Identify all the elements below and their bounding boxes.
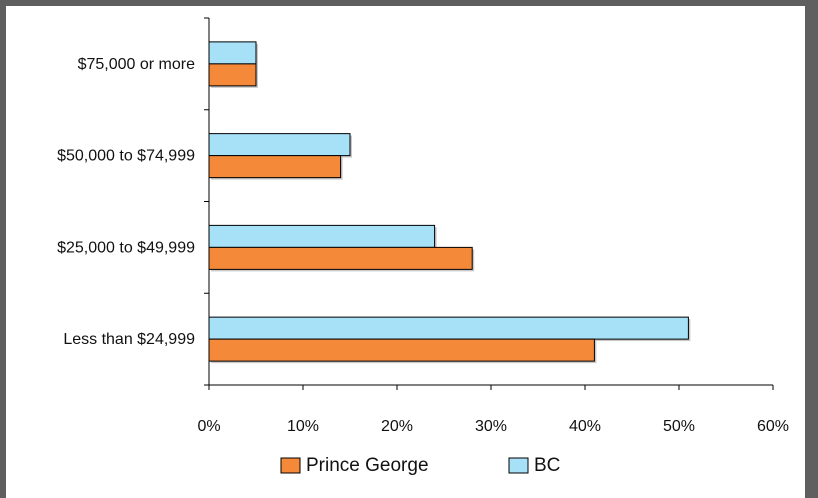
legend-swatch [280,457,301,474]
x-tick-label: 40% [569,418,601,435]
x-tick-label: 10% [287,418,319,435]
bar-prince-george [208,155,342,179]
category-label: $75,000 or more [78,56,196,73]
bar-bc [208,316,689,340]
category-label: $50,000 to $74,999 [57,148,195,165]
bar-prince-george [208,338,595,362]
bar-prince-george [208,246,473,270]
legend-label: Prince George [306,455,429,476]
category-label: Less than $24,999 [63,331,195,348]
x-tick-label: 50% [663,418,695,435]
bar-bc [208,41,257,65]
x-tick-label: 20% [381,418,413,435]
bar-chart: $75,000 or more $50,000 to $74,999 $25,000… [57,17,789,476]
category-label: $25,000 to $49,999 [57,239,195,256]
x-tick-label: 0% [197,418,220,435]
chart-frame: $75,000 or more $50,000 to $74,999 $25,000… [6,6,805,498]
x-tick-label: 60% [757,418,789,435]
bar-prince-george [208,63,257,87]
bar-bc [208,133,351,157]
x-tick-label: 30% [475,418,507,435]
bar-bc [208,224,436,248]
legend-swatch [508,457,529,474]
legend-label: BC [534,455,560,476]
